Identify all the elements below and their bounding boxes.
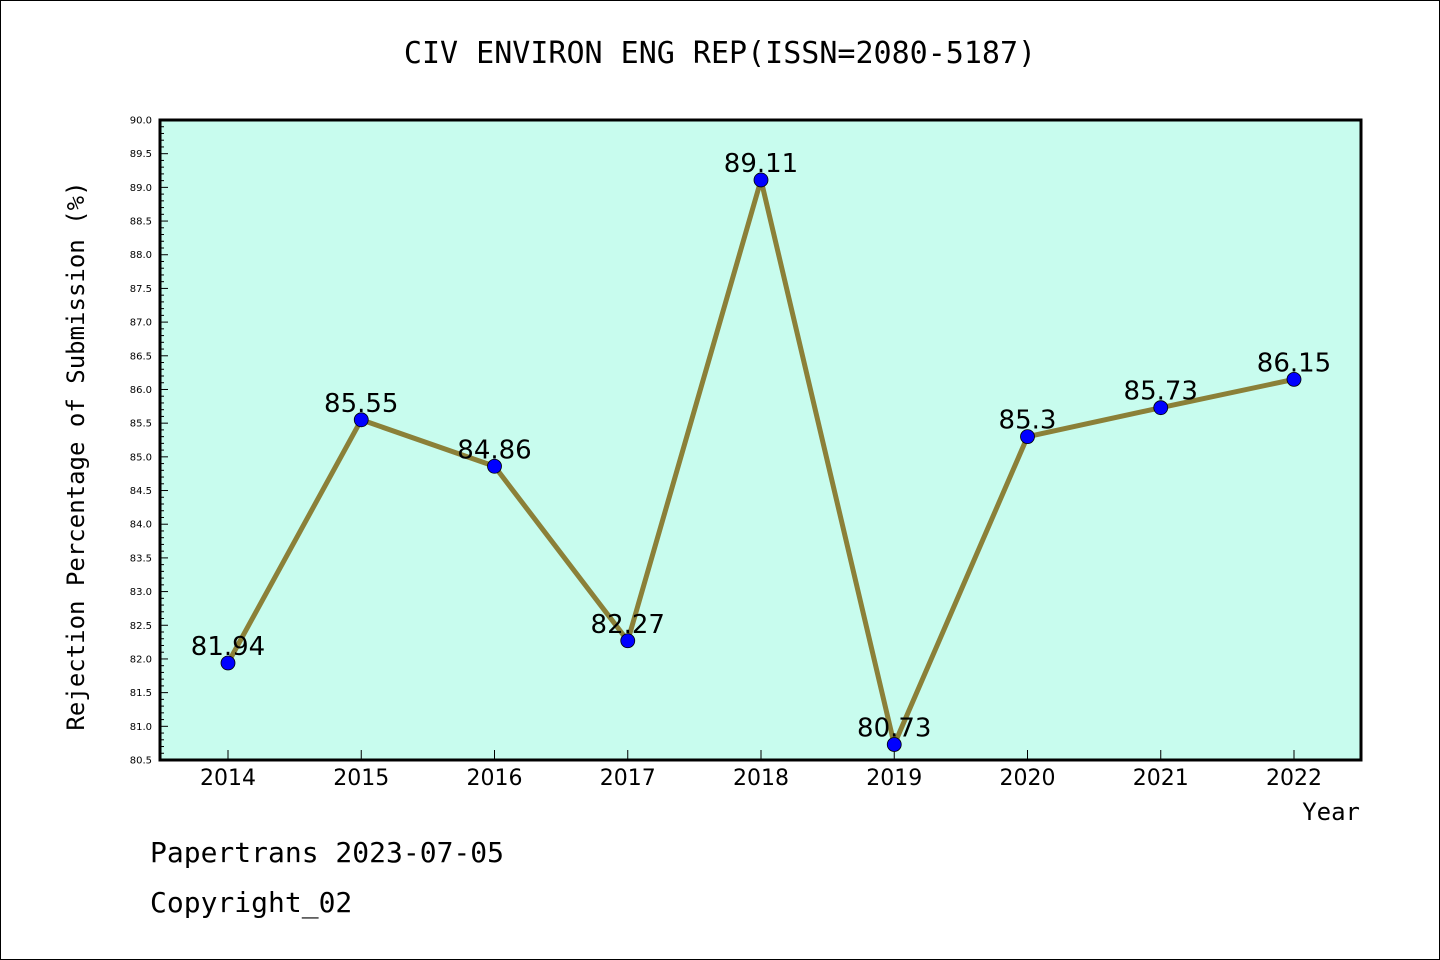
y-axis: 80.5 81.0 81.5 82.0 82.5 83.0 83.5 84.0 84.5 85.0… [130,116,168,767]
data-point [620,633,636,649]
y-tick-label: 84.5 [130,486,152,497]
y-tick-label: 86.0 [130,385,152,396]
data-label: 84.86 [457,435,531,465]
y-tick-label: 87.5 [130,284,152,295]
x-tick-label: 2016 [467,766,523,791]
x-tick-label: 2022 [1266,766,1322,791]
x-tick-label: 2021 [1133,766,1189,791]
x-tick-label: 2017 [600,766,656,791]
x-tick-label: 2014 [200,766,256,791]
y-axis-label: Rejection Percentage of Submission (%) [62,181,90,730]
x-axis: 2014 2015 2016 2017 2018 2019 2020 2021 2022 [200,750,1322,791]
data-label: 89.11 [724,149,798,179]
data-label: 86.15 [1257,348,1331,378]
footer-date-line: Papertrans 2023-07-05 [150,836,505,869]
y-tick-label: 87.0 [130,318,152,329]
data-label: 85.73 [1124,377,1198,407]
data-point [1286,371,1302,387]
y-tick-label: 88.0 [130,250,152,261]
data-point [487,458,502,474]
y-tick-label: 85.5 [130,419,152,430]
data-label: 85.55 [324,389,398,419]
data-label: 82.27 [591,610,665,640]
y-tick-label: 85.0 [130,452,152,463]
data-point [220,655,236,671]
y-tick-label: 88.5 [130,217,152,228]
y-tick-label: 86.5 [130,351,152,362]
data-point [1020,429,1035,445]
y-tick-label: 81.5 [130,688,152,699]
y-tick-label: 82.5 [130,621,152,632]
y-tick-label: 89.0 [130,183,152,194]
x-tick-label: 2018 [733,766,789,791]
data-point [1153,400,1169,416]
data-label: 81.94 [191,632,265,662]
chart-title: CIV ENVIRON ENG REP(ISSN=2080-5187) [403,36,1037,71]
footer-copyright-line: Copyright_02 [150,886,353,919]
y-tick-label: 81.0 [130,722,152,733]
x-tick-label: 2019 [866,766,922,791]
y-tick-label: 89.5 [130,149,152,160]
y-tick-label: 80.5 [130,756,152,767]
plot-border [158,118,1363,762]
y-tick-label: 82.0 [130,654,152,665]
data-label: 80.73 [857,714,931,744]
y-tick-label: 83.5 [130,553,152,564]
x-tick-label: 2015 [333,766,389,791]
plot-area [160,120,1361,760]
data-point [353,412,369,428]
y-tick-label: 84.0 [130,520,152,531]
data-point [886,737,902,752]
data-point [753,172,769,188]
y-tick-label: 90.0 [130,116,152,127]
data-label: 85.3 [999,406,1057,436]
y-tick-label: 83.0 [130,587,152,598]
x-tick-label: 2020 [1000,766,1056,791]
x-axis-label: Year [1302,798,1360,826]
